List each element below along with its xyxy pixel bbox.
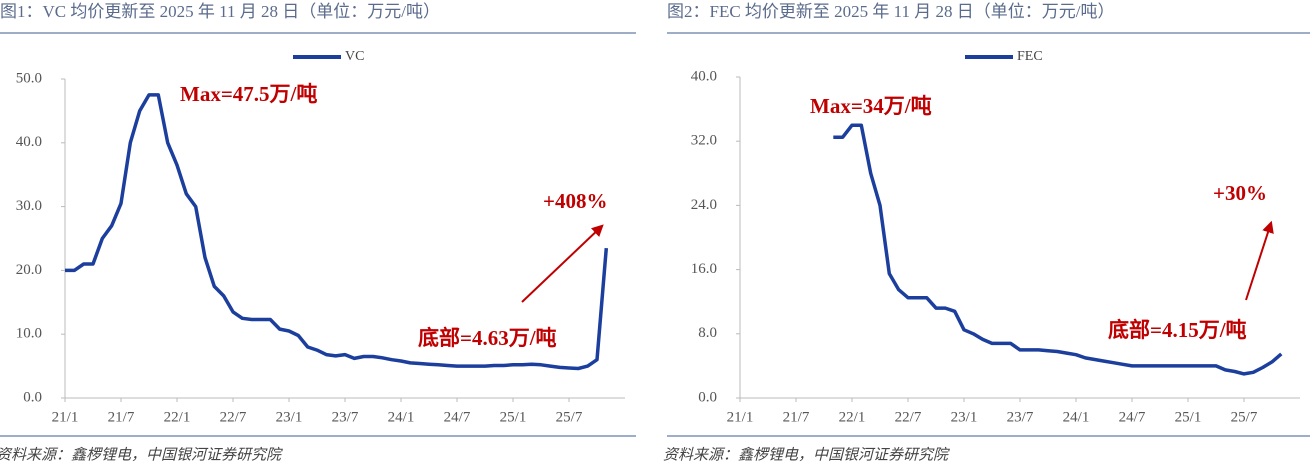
y-tick-label: 8.0 xyxy=(698,325,717,341)
annotation: Max=34万/吨 xyxy=(810,94,932,118)
x-tick-label: 22/1 xyxy=(164,409,191,425)
x-tick-label: 23/1 xyxy=(951,409,978,425)
y-tick-label: 30.0 xyxy=(16,198,42,214)
annotation: Max=47.5万/吨 xyxy=(180,82,317,106)
x-tick-label: 23/7 xyxy=(332,409,359,425)
y-tick-label: 0.0 xyxy=(23,389,42,405)
y-tick-label: 40.0 xyxy=(691,68,717,84)
x-tick-label: 25/1 xyxy=(1175,409,1202,425)
source: 资料来源：鑫椤锂电，中国银河证券研究院 xyxy=(0,446,283,463)
x-tick-label: 25/7 xyxy=(1231,409,1258,425)
y-tick-label: 16.0 xyxy=(691,261,717,277)
x-tick-label: 24/1 xyxy=(1063,409,1090,425)
x-tick-label: 24/1 xyxy=(388,409,415,425)
source: 资料来源：鑫椤锂电，中国银河证券研究院 xyxy=(663,446,950,463)
x-tick-label: 21/1 xyxy=(52,409,79,425)
arrow xyxy=(1245,220,1274,301)
x-tick-label: 22/7 xyxy=(220,409,247,425)
y-tick-label: 32.0 xyxy=(691,133,717,149)
y-tick-label: 24.0 xyxy=(691,197,717,213)
arrow xyxy=(521,224,604,303)
y-tick-label: 40.0 xyxy=(16,134,42,150)
annotation: 底部=4.15万/吨 xyxy=(1108,318,1247,342)
annotation: 底部=4.63万/吨 xyxy=(418,326,557,350)
x-tick-label: 25/1 xyxy=(500,409,527,425)
y-tick-label: 0.0 xyxy=(698,389,717,405)
x-tick-label: 23/7 xyxy=(1007,409,1034,425)
annotation: +30% xyxy=(1213,181,1267,205)
x-tick-label: 21/1 xyxy=(727,409,754,425)
series-line xyxy=(65,93,609,371)
x-tick-label: 21/7 xyxy=(783,409,810,425)
x-tick-label: 23/1 xyxy=(276,409,303,425)
y-tick-label: 20.0 xyxy=(16,262,42,278)
annotation: +408% xyxy=(543,189,607,213)
y-tick-label: 50.0 xyxy=(16,70,42,86)
series-line xyxy=(833,123,1283,376)
x-tick-label: 24/7 xyxy=(1119,409,1146,425)
chart-title: 图1：VC 均价更新至 2025 年 11 月 28 日（单位：万元/吨） xyxy=(0,2,440,21)
y-tick-label: 10.0 xyxy=(16,326,42,342)
legend-label: VC xyxy=(345,49,364,64)
chart-title: 图2：FEC 均价更新至 2025 年 11 月 28 日（单位：万元/吨） xyxy=(667,2,1115,21)
x-tick-label: 24/7 xyxy=(444,409,471,425)
x-tick-label: 22/1 xyxy=(839,409,866,425)
x-tick-label: 21/7 xyxy=(108,409,135,425)
x-tick-label: 22/7 xyxy=(895,409,922,425)
legend-label: FEC xyxy=(1017,49,1043,64)
x-tick-label: 25/7 xyxy=(556,409,583,425)
